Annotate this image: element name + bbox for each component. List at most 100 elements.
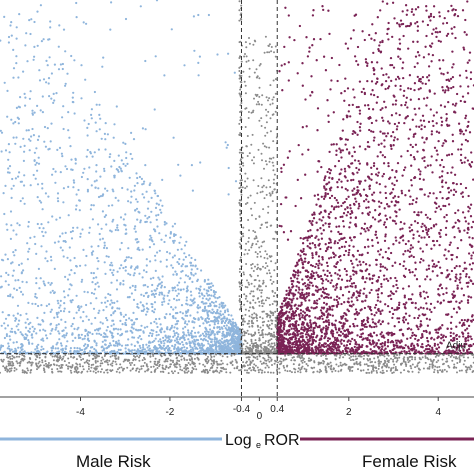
data-point: [25, 281, 28, 284]
data-point: [64, 231, 67, 234]
data-point: [159, 323, 162, 326]
data-point: [344, 138, 348, 141]
data-point: [355, 166, 358, 170]
data-point: [222, 313, 225, 316]
data-point: [85, 315, 88, 318]
data-point: [24, 44, 27, 47]
data-point: [295, 285, 298, 288]
data-point: [168, 289, 171, 293]
data-point: [449, 189, 453, 192]
data-point: [354, 317, 357, 321]
data-point: [292, 292, 295, 295]
data-point: [198, 344, 202, 347]
data-point: [85, 329, 88, 332]
data-point: [52, 92, 55, 95]
data-point: [305, 275, 309, 279]
data-point: [72, 226, 75, 229]
data-point: [177, 342, 180, 345]
data-point: [330, 279, 333, 282]
data-point: [64, 82, 67, 85]
data-point: [19, 314, 22, 317]
data-point: [175, 331, 178, 334]
data-point: [440, 333, 443, 336]
data-point: [466, 299, 470, 302]
data-point: [23, 144, 26, 147]
data-point: [193, 297, 196, 300]
data-point: [110, 350, 113, 353]
data-point: [203, 279, 206, 282]
data-point: [206, 346, 209, 349]
data-point: [353, 159, 357, 162]
data-point: [139, 221, 142, 224]
data-point: [20, 343, 23, 346]
data-point: [376, 95, 379, 99]
data-point: [349, 204, 352, 207]
data-point: [16, 304, 20, 307]
data-point: [163, 240, 166, 244]
data-point: [374, 230, 378, 233]
data-point: [227, 193, 230, 196]
data-point: [339, 330, 343, 334]
data-point: [15, 341, 18, 344]
data-point: [442, 204, 445, 208]
data-point: [201, 300, 204, 303]
data-point: [143, 326, 146, 329]
data-point: [110, 299, 113, 302]
data-point: [234, 180, 238, 183]
data-point: [43, 311, 46, 314]
data-point: [227, 52, 230, 55]
data-point: [375, 325, 378, 328]
data-point: [16, 222, 19, 225]
data-point: [7, 41, 10, 44]
data-point: [37, 267, 41, 270]
data-point: [192, 348, 195, 351]
data-point: [330, 332, 333, 335]
data-point: [356, 334, 359, 337]
data-point: [315, 262, 318, 266]
data-point: [47, 77, 51, 80]
data-point: [207, 278, 210, 281]
data-point: [99, 175, 102, 178]
data-point: [29, 32, 32, 36]
data-point: [36, 347, 39, 350]
data-point: [433, 244, 436, 247]
data-point: [359, 129, 362, 132]
data-point: [210, 301, 214, 304]
data-point: [206, 311, 209, 314]
data-point: [333, 336, 337, 340]
data-point: [151, 303, 154, 306]
data-point: [116, 169, 119, 172]
data-point: [42, 339, 45, 342]
data-point: [8, 151, 11, 154]
data-point: [352, 255, 355, 258]
data-point: [36, 316, 39, 319]
data-point: [26, 318, 29, 321]
data-point: [132, 311, 135, 314]
data-point: [447, 313, 450, 316]
data-point: [452, 290, 455, 293]
data-point: [72, 179, 75, 182]
data-point: [426, 307, 429, 310]
data-point: [186, 289, 189, 292]
data-point: [168, 335, 172, 338]
data-point: [229, 346, 232, 349]
data-point: [443, 139, 447, 142]
data-point: [329, 238, 332, 242]
data-point: [346, 279, 349, 282]
data-point: [96, 281, 99, 284]
data-point: [210, 311, 213, 314]
data-point: [384, 196, 388, 200]
data-point: [172, 273, 175, 276]
data-point: [362, 292, 365, 295]
data-point: [115, 105, 118, 108]
data-point: [54, 181, 57, 184]
data-point: [26, 242, 29, 245]
data-point: [464, 129, 468, 132]
data-point: [290, 317, 293, 320]
data-point: [318, 218, 321, 221]
data-point: [49, 26, 52, 29]
data-point: [205, 328, 208, 331]
data-point: [159, 338, 162, 341]
data-point: [82, 248, 85, 251]
data-point: [350, 300, 353, 303]
